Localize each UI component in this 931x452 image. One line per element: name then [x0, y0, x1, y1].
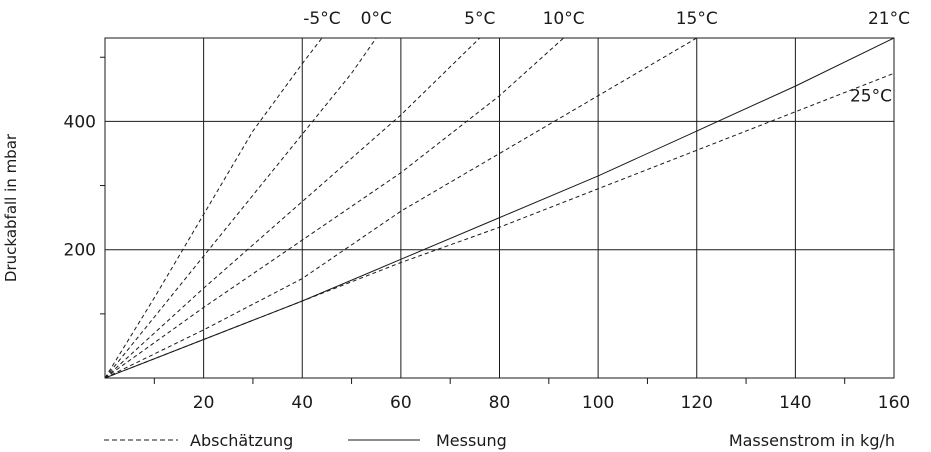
- series-line: [104, 37, 377, 379]
- x-tick-label: 120: [681, 393, 713, 413]
- x-tick-label: 140: [779, 393, 811, 413]
- legend-measurement-label: Messung: [436, 431, 507, 450]
- plot-frame: [104, 37, 895, 379]
- x-tick-label: 40: [291, 393, 313, 413]
- x-tick-label: 60: [390, 393, 412, 413]
- curve-label: 25°C: [850, 86, 892, 106]
- curve-label: 10°C: [543, 9, 585, 29]
- x-axis-label: Massenstrom in kg/h: [729, 431, 895, 450]
- x-tick-label: 100: [582, 393, 614, 413]
- curve-label: 0°C: [361, 9, 392, 29]
- curve-label: 15°C: [676, 9, 718, 29]
- legend-estimate-label: Abschätzung: [190, 431, 293, 450]
- y-tick-label: 400: [64, 112, 96, 132]
- curve-label: 5°C: [464, 9, 495, 29]
- series-line: [104, 72, 895, 379]
- curve-labels: -5°C 0°C 5°C 10°C 15°C 21°C 25°C: [303, 9, 910, 106]
- y-tick-labels: 200 400: [64, 112, 96, 260]
- series-line: [104, 37, 323, 379]
- curve-label: 21°C: [868, 9, 910, 29]
- x-tick-label: 160: [878, 393, 910, 413]
- y-tick-label: 200: [64, 241, 96, 261]
- curve-label: -5°C: [303, 9, 340, 29]
- grid: [105, 38, 895, 378]
- series-line: [104, 37, 481, 379]
- x-tick-label: 20: [193, 393, 215, 413]
- axis-ticks: [100, 56, 846, 384]
- plot-series: [104, 37, 895, 379]
- x-tick-labels: 20 40 60 80 100 120 140 160: [193, 393, 910, 413]
- series-line: [104, 37, 698, 379]
- y-axis-label: Druckabfall in mbar: [2, 133, 20, 282]
- series-line: [104, 37, 564, 379]
- x-tick-label: 80: [489, 393, 511, 413]
- legend: Abschätzung Messung: [104, 431, 507, 450]
